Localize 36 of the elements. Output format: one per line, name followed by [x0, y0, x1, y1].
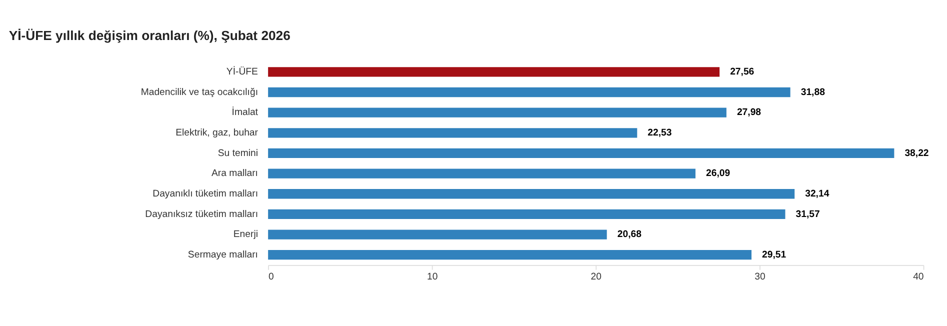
y-tick-label: Sermaye malları: [188, 249, 258, 260]
data-label: 26,09: [706, 168, 730, 180]
data-label: 29,51: [762, 249, 787, 260]
data-label: 32,14: [805, 188, 830, 200]
data-label: 27,56: [730, 66, 754, 78]
text: Yİ-ÜFE yıllık değişim oranları (%), Şubat 2026: [8, 28, 290, 43]
y-tick-label: Elektrik, gaz, buhar: [176, 128, 259, 139]
bar: [268, 87, 790, 98]
bar: [268, 108, 726, 118]
y-tick-label: Su temini: [218, 148, 258, 159]
x-tick-label: 30: [754, 271, 766, 282]
data-label: 38,22: [904, 148, 929, 159]
data-label: 27,98: [736, 107, 762, 118]
data-label: 31,57: [796, 208, 820, 220]
y-tick-label: Dayanıksız tüketim malları: [145, 208, 258, 220]
x-tick-label: 0: [268, 271, 274, 282]
bar: [268, 250, 752, 260]
bar: [268, 148, 894, 158]
x-tick-label: 40: [913, 271, 924, 282]
y-tick-label: Madencilik ve taş ocakcılığı: [140, 86, 258, 98]
y-tick-label: İmalat: [232, 106, 258, 118]
bar: [268, 230, 607, 240]
bar: [268, 168, 696, 178]
y-tick-label: Enerji: [233, 229, 258, 240]
x-tick-label: 10: [426, 271, 438, 282]
bar: [268, 189, 795, 199]
y-tick-label: Yİ-ÜFE: [226, 66, 258, 78]
y-tick-label: Ara malları: [211, 168, 258, 180]
data-label: 31,88: [800, 86, 826, 98]
y-tick-label: Dayanıklı tüketim malları: [152, 188, 258, 200]
data-label: 22,53: [648, 128, 672, 139]
data-label: 20,68: [617, 229, 642, 240]
x-tick-label: 20: [590, 271, 602, 282]
bar: [268, 67, 720, 77]
bar: [268, 128, 638, 138]
bar: [268, 209, 786, 220]
